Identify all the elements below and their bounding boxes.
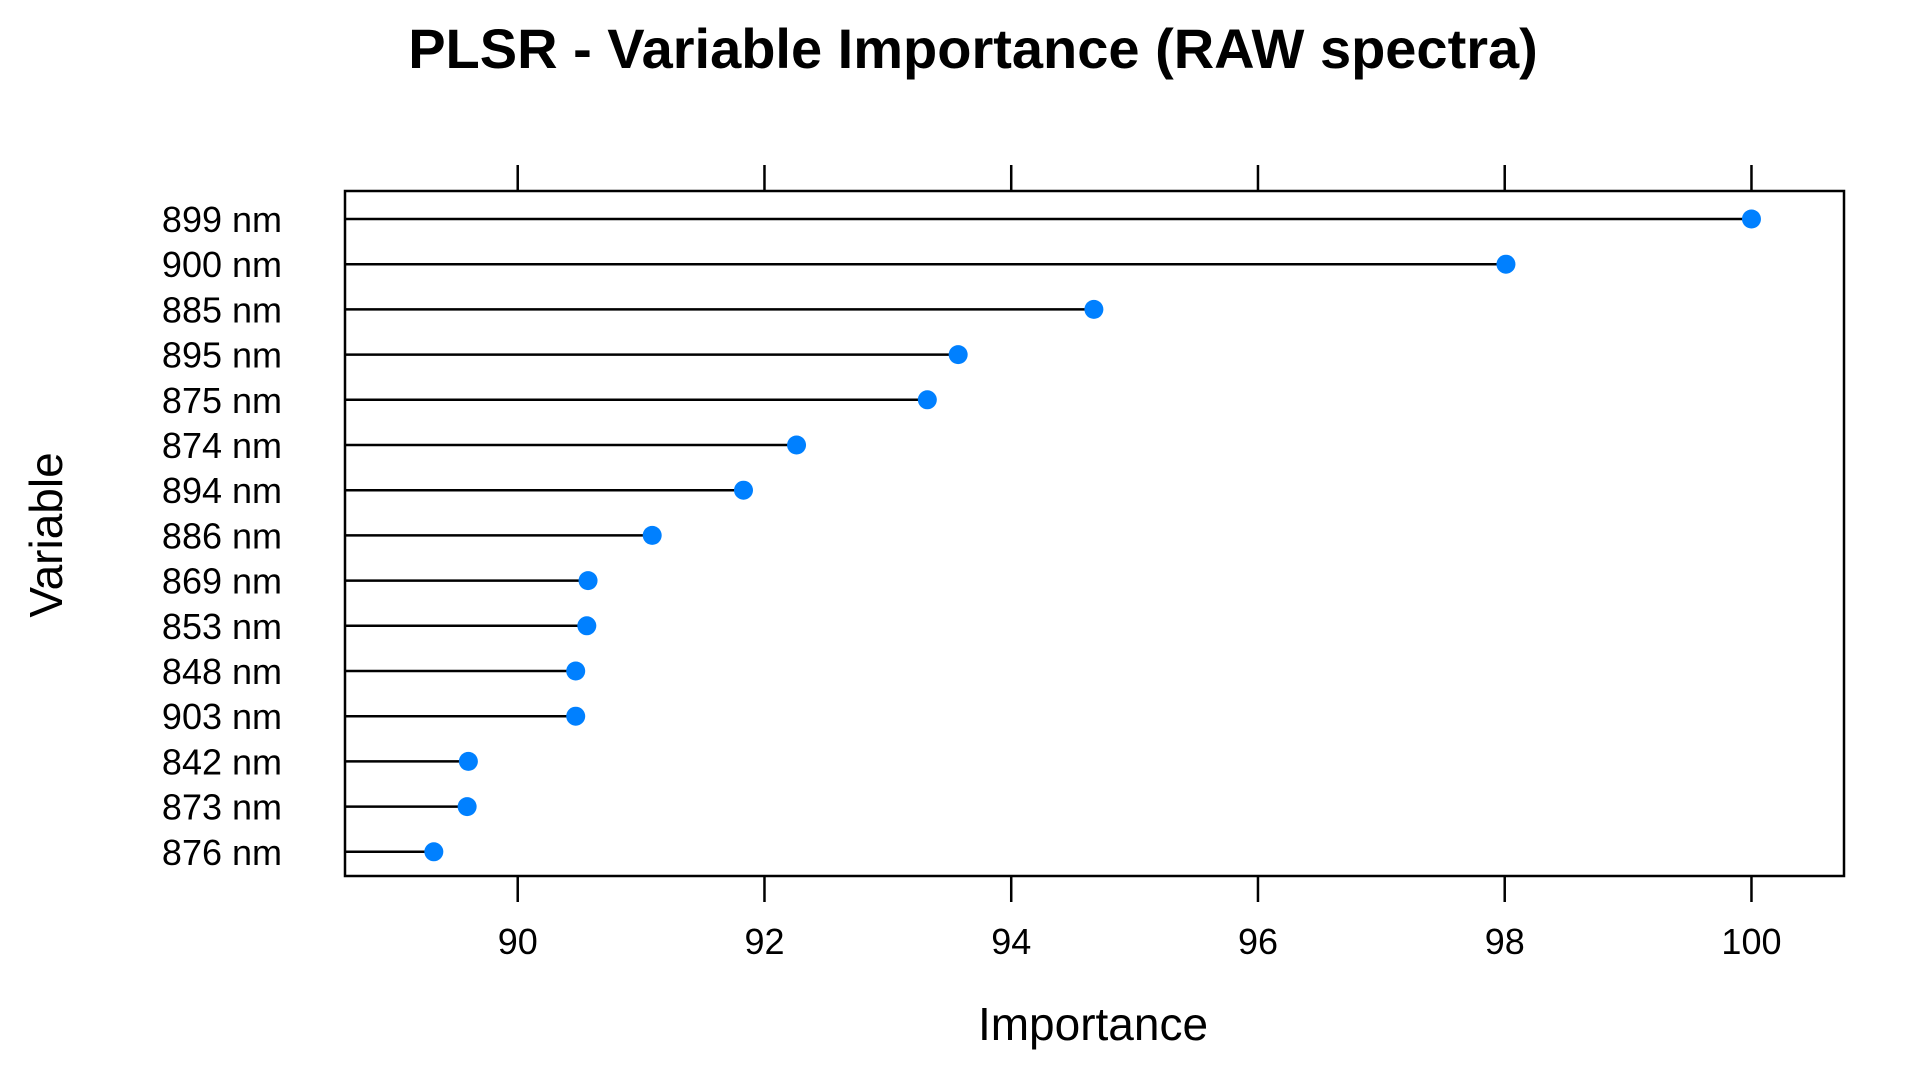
data-point <box>1084 299 1104 319</box>
data-point <box>457 797 477 817</box>
y-category-label: 895 nm <box>162 335 282 376</box>
x-axis-label: Importance <box>978 998 1208 1050</box>
data-point <box>642 525 662 545</box>
y-category-label: 874 nm <box>162 425 282 466</box>
x-tick-label: 98 <box>1485 921 1525 962</box>
chart-title: PLSR - Variable Importance (RAW spectra) <box>408 17 1538 80</box>
plot-frame <box>343 189 1846 878</box>
y-category-label: 894 nm <box>162 470 282 511</box>
data-point <box>566 661 586 681</box>
x-tick-label: 92 <box>744 921 784 962</box>
y-category-label: 873 nm <box>162 787 282 828</box>
y-category-label: 900 nm <box>162 244 282 285</box>
data-point <box>458 751 478 771</box>
y-axis-label: Variable <box>20 452 72 617</box>
y-category-label: 853 nm <box>162 606 282 647</box>
x-tick-label: 94 <box>991 921 1031 962</box>
y-category-label: 875 nm <box>162 380 282 421</box>
y-category-label: 842 nm <box>162 741 282 782</box>
x-tick-label: 100 <box>1721 921 1781 962</box>
y-category-label: 899 nm <box>162 199 282 240</box>
y-category-label: 886 nm <box>162 515 282 556</box>
data-point <box>1496 254 1516 274</box>
y-category-label: 876 nm <box>162 832 282 873</box>
data-point <box>424 842 444 862</box>
x-tick-label: 96 <box>1238 921 1278 962</box>
data-point <box>1741 209 1761 229</box>
data-point <box>733 480 753 500</box>
x-tick-label: 90 <box>498 921 538 962</box>
data-point <box>577 616 597 636</box>
data-point <box>566 706 586 726</box>
y-category-label: 869 nm <box>162 561 282 602</box>
y-category-label: 885 nm <box>162 289 282 330</box>
y-category-label: 903 nm <box>162 696 282 737</box>
data-point <box>917 390 937 410</box>
data-point <box>948 345 968 365</box>
data-point <box>578 571 598 591</box>
data-point <box>787 435 807 455</box>
y-category-label: 848 nm <box>162 651 282 692</box>
